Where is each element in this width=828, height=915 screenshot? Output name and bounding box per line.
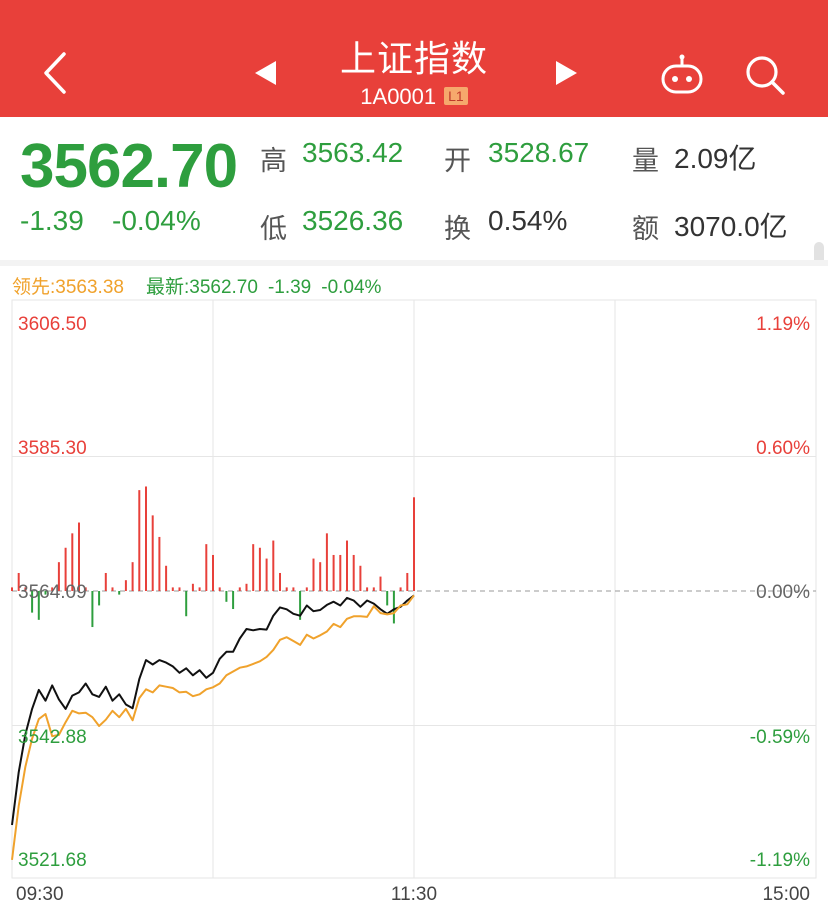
price-change: -1.39 — [20, 205, 84, 236]
y-tick-right: -1.19% — [750, 850, 810, 871]
triangle-right-icon[interactable] — [552, 58, 580, 88]
x-tick: 15:00 — [762, 884, 810, 905]
quote-panel: 3562.70 -1.39 -0.04% 高 3563.42 低 3526.36… — [0, 117, 828, 260]
y-tick-left: 3542.88 — [18, 727, 87, 748]
volume-label: 量 — [632, 146, 659, 176]
price-change-pct: -0.04% — [112, 205, 201, 236]
legend-latest-change: -1.39 — [267, 277, 312, 298]
stock-code-line: 1A0001 L1 — [0, 84, 828, 110]
price-line — [11, 594, 415, 826]
chart-legend: 领先:3563.38 最新:3562.70 -1.39 -0.04% — [12, 272, 381, 299]
high-value: 3563.42 — [302, 137, 404, 168]
page-title: 上证指数 — [339, 38, 488, 79]
volume-bars — [11, 486, 415, 628]
volume-value: 2.09亿 — [674, 143, 757, 174]
y-tick-right: 0.00% — [756, 582, 810, 603]
y-tick-left: 3521.68 — [18, 850, 87, 871]
turnover-label: 换 — [444, 214, 471, 244]
header-bar: 上证指数 1A0001 L1 — [0, 0, 828, 117]
amount-value: 3070.0亿 — [674, 211, 788, 242]
y-tick-left: 3585.30 — [18, 438, 87, 459]
y-tick-right: -0.59% — [750, 727, 810, 748]
scrollbar-thumb[interactable] — [814, 242, 824, 266]
low-label: 低 — [260, 214, 287, 244]
triangle-left-icon[interactable] — [252, 58, 280, 88]
open-label: 开 — [444, 146, 471, 176]
y-tick-right: 0.60% — [756, 438, 810, 459]
x-tick: 09:30 — [16, 884, 64, 905]
high-label: 高 — [260, 146, 287, 176]
stock-code: 1A0001 — [360, 84, 437, 109]
lead-line — [11, 594, 415, 861]
axis-labels: 3606.50 3585.30 3564.09 3542.88 3521.68 1.19%… — [16, 314, 810, 905]
divider — [0, 260, 828, 266]
search-icon[interactable] — [742, 52, 788, 98]
legend-latest: 最新:3562.70 — [145, 277, 258, 298]
y-tick-left: 3564.09 — [18, 582, 87, 603]
x-tick: 11:30 — [391, 884, 437, 905]
amount-label: 额 — [632, 214, 659, 244]
open-value: 3528.67 — [488, 137, 590, 168]
y-tick-right: 1.19% — [756, 314, 810, 335]
robot-icon[interactable] — [656, 52, 708, 98]
price-lines — [11, 594, 415, 861]
level-badge: L1 — [444, 87, 468, 105]
chevron-left-icon[interactable] — [38, 50, 74, 96]
turnover-value: 0.54% — [488, 205, 568, 236]
last-price: 3562.70 — [20, 132, 238, 201]
legend-latest-pct: -0.04% — [321, 277, 382, 298]
legend-lead: 领先:3563.38 — [12, 277, 124, 298]
low-value: 3526.36 — [302, 205, 404, 236]
y-tick-left: 3606.50 — [18, 314, 87, 335]
